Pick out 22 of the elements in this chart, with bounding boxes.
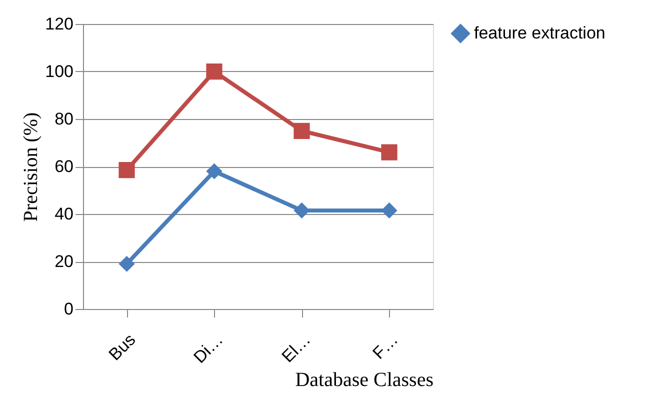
point [118,256,135,272]
point [381,144,398,160]
y-axis-title: Precision (%) [20,112,42,222]
y-tick-label: 40 [54,204,74,224]
y-tick-label: 80 [54,110,74,128]
point [294,122,310,139]
point [206,63,222,80]
y-tick-label: 0 [64,300,74,318]
y-tick-label: 20 [54,252,74,271]
x-tick-label: F… [368,330,402,363]
point [206,163,222,180]
y-tick-label: 120 [45,14,74,34]
y-tick-label: 100 [45,62,74,81]
legend-label: feature extraction [474,24,606,42]
x-tick-label: Bus [105,330,140,364]
point [294,202,310,218]
y-tick-label: 60 [54,157,74,176]
x-tick-label: El… [278,330,314,366]
point [381,202,398,218]
x-tick-label: Di… [190,330,227,367]
x-axis-title: Database Classes [295,369,434,392]
point [118,162,135,178]
